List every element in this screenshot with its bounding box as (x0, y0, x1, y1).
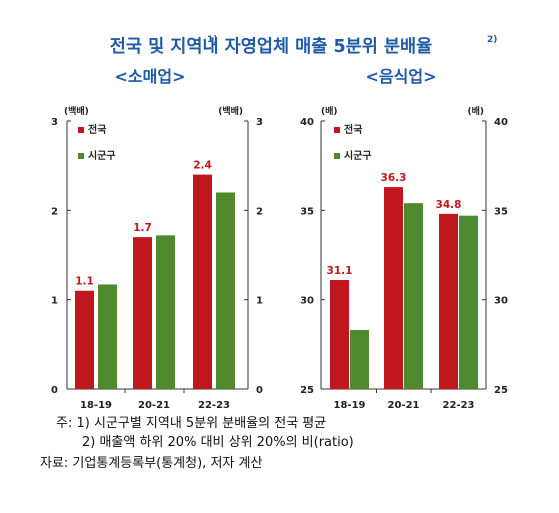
bar-national (439, 213, 458, 389)
x-tick-label: 20-21 (138, 400, 170, 411)
legend-swatch (334, 153, 340, 159)
data-label: 36.3 (381, 172, 407, 184)
y-tick-label-left: 2 (51, 206, 58, 217)
bar-county (404, 203, 423, 389)
y-tick-label-left: 1 (51, 296, 58, 307)
y-unit-right: (백배) (218, 105, 243, 117)
y-tick-label-right: 40 (494, 117, 508, 128)
panel-food: 25 25 30 30 35 35 40 40 (배) (배) 18-19 20-21 22-23 31.… (300, 105, 508, 411)
bar-county (98, 284, 117, 389)
panel-retail: 0 0 1 1 2 2 3 3 (백배) (백배) 18-19 20-21 22-23 1.1 1.7 2.4… (51, 105, 263, 411)
note-line-3: 자료: 기업통계등록부(통계청), 저자 계산 (40, 456, 262, 471)
y-tick-label-right: 0 (256, 385, 263, 396)
y-unit-right: (배) (467, 105, 484, 117)
legend-swatch (78, 127, 84, 133)
y-tick-label-left: 0 (51, 385, 58, 396)
legend-swatch (334, 127, 340, 133)
x-tick-label: 22-23 (443, 400, 475, 411)
legend-swatch (78, 153, 84, 159)
y-tick-label-left: 40 (300, 117, 314, 128)
data-label: 2.4 (193, 160, 212, 172)
panel-subtitle-retail: <소매업> (115, 67, 186, 86)
bar-national (330, 280, 349, 389)
data-label: 1.1 (75, 276, 94, 288)
x-tick-label: 18-19 (334, 400, 366, 411)
y-unit-left: (배) (321, 105, 338, 117)
bar-national (384, 187, 403, 389)
x-tick-label: 20-21 (388, 400, 420, 411)
panel-subtitle-food: <음식업> (366, 67, 437, 86)
bar-national (75, 290, 94, 389)
y-tick-label-right: 30 (494, 296, 508, 307)
data-label: 34.8 (436, 199, 462, 211)
data-label: 31.1 (327, 265, 353, 277)
title-footnote-1: 1) (207, 35, 217, 45)
bar-county (216, 192, 235, 389)
y-tick-label-right: 1 (256, 296, 263, 307)
legend-label: 시군구 (88, 150, 116, 162)
y-tick-label-right: 3 (256, 117, 263, 128)
y-tick-label-left: 30 (300, 296, 314, 307)
title-footnote-2: 2) (487, 35, 497, 45)
data-label: 1.7 (133, 222, 152, 234)
bar-county (350, 330, 369, 389)
y-tick-label-right: 25 (494, 385, 508, 396)
y-tick-label-right: 35 (494, 206, 508, 217)
note-line-2: 2) 매출액 하위 20% 대비 상위 20%의 비(ratio) (82, 435, 354, 450)
legend-label: 전국 (88, 123, 106, 136)
note-line-1: 주: 1) 시군구별 지역내 5분위 분배율의 전국 평균 (56, 416, 326, 431)
x-tick-label: 18-19 (80, 400, 112, 411)
y-tick-label-left: 3 (51, 117, 58, 128)
bar-county (459, 215, 478, 389)
bar-county (156, 235, 175, 389)
chart-title: 전국 및 지역내 자영업체 매출 5분위 분배율 (110, 37, 432, 57)
bar-national (133, 237, 152, 389)
x-tick-label: 22-23 (198, 400, 230, 411)
bar-national (193, 174, 212, 389)
legend-label: 전국 (344, 123, 362, 136)
y-tick-label-left: 25 (300, 385, 314, 396)
y-unit-left: (백배) (64, 105, 89, 117)
y-tick-label-right: 2 (256, 206, 263, 217)
legend-label: 시군구 (344, 150, 372, 162)
y-tick-label-left: 35 (300, 206, 314, 217)
